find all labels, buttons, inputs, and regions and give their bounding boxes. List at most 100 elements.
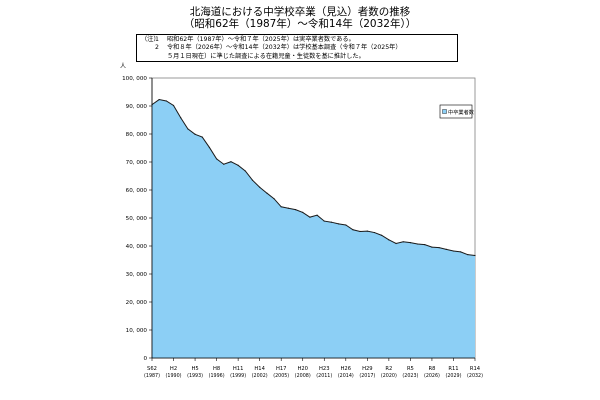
- x-tick-label: R8: [428, 366, 435, 372]
- note-item-2: 2 令和８年（2026年）～令和14年（2032年）は学校基本調査（令和７年（2…: [141, 44, 453, 52]
- x-tick-year-label: (2005): [273, 373, 289, 379]
- x-tick-year-label: (2008): [295, 373, 311, 379]
- data-point: [259, 186, 261, 188]
- note-text: 令和８年（2026年）～令和14年（2032年）は学校基本調査（令和７年（202…: [167, 44, 402, 52]
- data-point: [158, 98, 160, 101]
- series-line-0: [151, 99, 476, 257]
- x-tick-label: H20: [297, 366, 308, 372]
- data-point: [445, 248, 447, 250]
- data-point: [431, 246, 433, 248]
- note-number: 1: [155, 36, 159, 43]
- data-point: [381, 234, 383, 236]
- data-point: [237, 164, 239, 166]
- y-tick-label: 80, 000: [126, 132, 148, 138]
- note-text: 昭和62年（1987年）～令和７年（2025年）は実卒業者数である。: [167, 36, 355, 43]
- x-tick-year-label: (2023): [402, 373, 418, 379]
- x-tick-label: R11: [448, 366, 458, 372]
- data-point: [338, 223, 340, 225]
- data-point: [316, 214, 318, 216]
- x-tick-year-label: (2029): [445, 373, 461, 379]
- y-tick-label: 30, 000: [126, 272, 148, 278]
- y-tick-label: 50, 000: [126, 216, 148, 222]
- y-tick-label: 10, 000: [126, 328, 148, 334]
- data-point: [438, 247, 440, 249]
- data-point: [424, 244, 426, 246]
- data-point: [194, 133, 196, 135]
- x-tick-label: H5: [191, 366, 198, 372]
- x-tick-year-label: (2026): [424, 373, 440, 379]
- x-tick-year-label: (1999): [230, 373, 246, 379]
- x-tick-year-label: (1996): [209, 373, 225, 379]
- data-point: [309, 216, 311, 218]
- chart-title-line1: 北海道における中学校卒業（見込）者数の推移: [189, 6, 411, 18]
- area-fill-series-0: [152, 99, 475, 358]
- x-tick-year-label: (2017): [359, 373, 375, 379]
- data-point: [208, 146, 211, 149]
- legend-label: 中卒業者数: [448, 108, 475, 116]
- x-tick-year-label: (1987): [144, 373, 160, 379]
- x-tick-label: H8: [213, 366, 220, 372]
- notes-prefix: （注）: [141, 36, 160, 43]
- data-point: [323, 220, 325, 222]
- x-tick-label: R2: [385, 366, 392, 372]
- data-point: [251, 179, 254, 181]
- y-tick-label: 60, 000: [126, 188, 148, 194]
- x-tick-year-label: (1993): [187, 373, 203, 379]
- data-point: [402, 241, 404, 243]
- x-tick-year-label: (2002): [252, 373, 268, 379]
- data-point: [230, 161, 232, 163]
- data-point: [187, 128, 189, 130]
- data-point: [366, 230, 368, 232]
- data-point: [294, 209, 297, 211]
- note-item-1: （注） 1 昭和62年（1987年）～令和７年（2025年）は実卒業者数である。: [141, 36, 453, 44]
- x-tick-year-label: (2032): [467, 373, 483, 379]
- x-tick-label: R5: [407, 366, 414, 372]
- data-point: [266, 192, 268, 194]
- data-point: [172, 104, 175, 107]
- x-tick-year-label: (2020): [381, 373, 397, 379]
- y-tick-label: 0: [143, 356, 147, 362]
- y-tick-label: 70, 000: [126, 160, 148, 166]
- x-tick-label: H26: [341, 366, 352, 372]
- note-number: 2: [155, 44, 159, 52]
- x-tick-label: H11: [233, 366, 244, 372]
- x-tick-label: H14: [254, 366, 265, 372]
- data-point: [352, 229, 354, 231]
- chart-title-line2: （昭和62年（1987年）～令和14年（2032年））: [183, 18, 417, 30]
- data-point: [388, 239, 390, 241]
- data-point: [395, 242, 397, 245]
- data-point: [359, 230, 361, 233]
- y-tick-label: 40, 000: [126, 244, 148, 250]
- data-point: [180, 117, 182, 119]
- data-point: [280, 206, 282, 208]
- data-point: [165, 100, 167, 102]
- data-point: [330, 221, 333, 223]
- data-point: [467, 254, 469, 256]
- data-point: [409, 242, 411, 244]
- note-continuation: ５月１日現在）に準じた調査による在籍児童・生徒数を基に推計した。: [167, 52, 365, 60]
- x-tick-label: S62: [147, 366, 157, 372]
- x-tick-label: H29: [362, 366, 373, 372]
- x-tick-year-label: (2014): [338, 373, 354, 379]
- y-axis-label: 人: [120, 63, 126, 70]
- data-point: [216, 158, 218, 160]
- data-point: [345, 224, 347, 226]
- x-tick-year-label: (2011): [316, 373, 332, 379]
- y-tick-label: 20, 000: [126, 300, 148, 306]
- notes-box: （注） 1 昭和62年（1987年）～令和７年（2025年）は実卒業者数である。…: [136, 34, 458, 62]
- data-point: [201, 136, 203, 138]
- legend-box: [439, 104, 473, 119]
- data-point: [244, 170, 246, 172]
- data-point: [460, 251, 462, 253]
- x-tick-label: H23: [319, 366, 330, 372]
- x-tick-label: H2: [170, 366, 177, 372]
- data-point: [452, 250, 455, 252]
- data-point: [302, 211, 304, 213]
- data-point: [474, 254, 476, 257]
- legend-swatch: [442, 109, 447, 114]
- x-tick-label: H17: [276, 366, 287, 372]
- x-tick-label: R14: [470, 366, 481, 372]
- data-point: [287, 207, 289, 209]
- data-point: [416, 243, 419, 245]
